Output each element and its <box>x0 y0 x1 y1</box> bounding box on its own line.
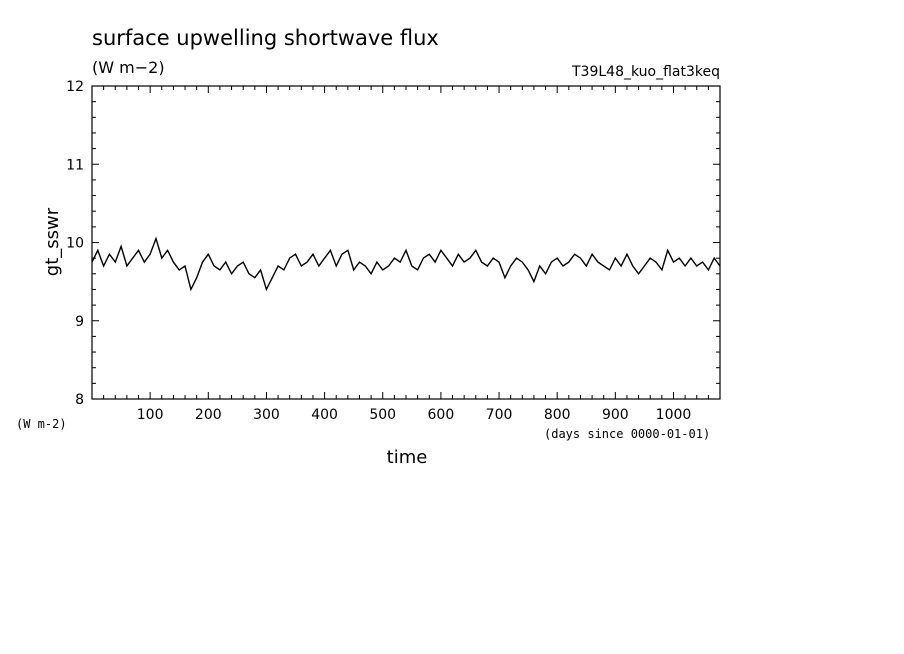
y-tick-labels: 8 9 10 11 12 <box>66 79 84 408</box>
y-tick-label: 8 <box>75 392 84 408</box>
y-axis-label: gt_sswr <box>42 207 63 276</box>
x-tick-label: 800 <box>544 407 571 423</box>
x-tick-labels: 100 200 300 400 500 600 700 800 900 1000 <box>137 407 692 423</box>
units-subtitle: (W m−2) <box>92 58 165 77</box>
x-units-label: (days since 0000-01-01) <box>544 427 710 441</box>
x-tick-label: 900 <box>602 407 629 423</box>
x-tick-label: 500 <box>369 407 396 423</box>
axis-ticks <box>92 86 720 399</box>
x-tick-label: 200 <box>195 407 222 423</box>
x-tick-label: 100 <box>137 407 164 423</box>
y-tick-label: 12 <box>66 79 84 95</box>
y-units-label: (W m-2) <box>16 417 67 431</box>
x-axis-label: time <box>387 447 428 468</box>
x-tick-label: 400 <box>311 407 338 423</box>
y-tick-label: 11 <box>66 157 84 173</box>
series-line <box>91 236 721 292</box>
x-tick-label: 300 <box>253 407 280 423</box>
x-tick-label: 700 <box>486 407 513 423</box>
x-tick-label: 600 <box>428 407 455 423</box>
chart-title: surface upwelling shortwave flux <box>92 26 439 50</box>
y-tick-label: 9 <box>75 314 84 330</box>
y-tick-label: 10 <box>66 236 84 252</box>
run-label: T39L48_kuo_flat3keq <box>571 64 720 80</box>
x-tick-label: 1000 <box>656 407 692 423</box>
